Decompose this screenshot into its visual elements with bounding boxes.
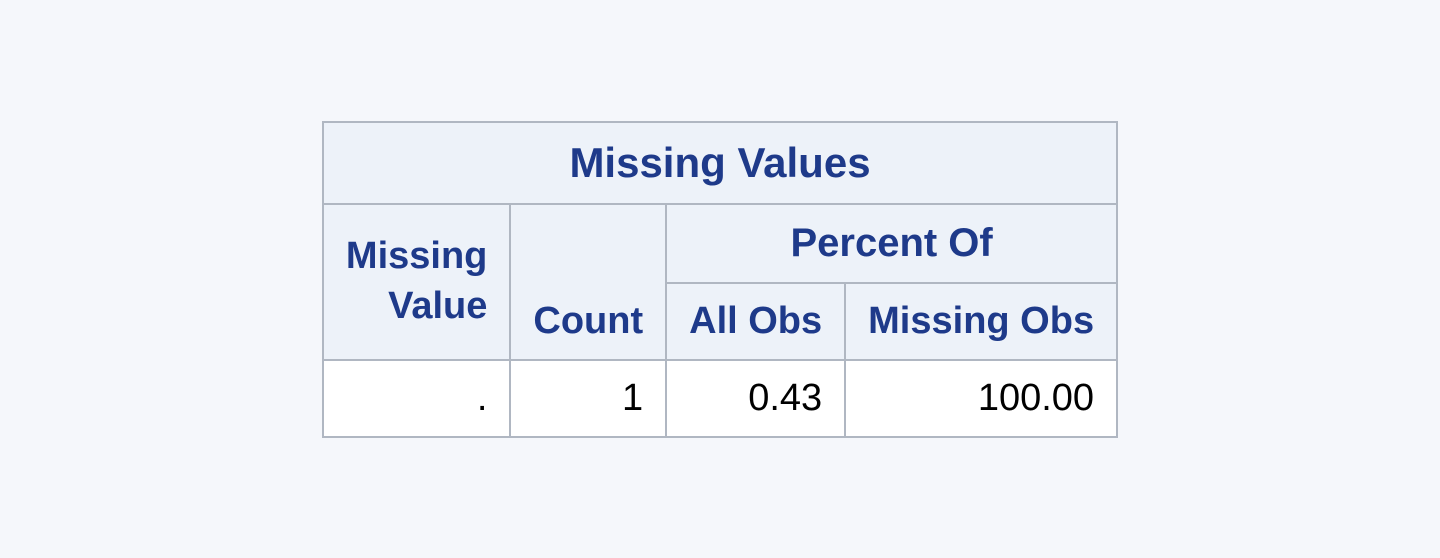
missing-values-table: Missing Values MissingValue Count Percen…: [322, 121, 1118, 438]
cell-count: 1: [510, 360, 666, 437]
table-title-row: Missing Values: [323, 122, 1117, 204]
cell-missing-value: .: [323, 360, 510, 437]
cell-missing-obs: 100.00: [845, 360, 1117, 437]
cell-all-obs: 0.43: [666, 360, 845, 437]
table-header-row-1: MissingValue Count Percent Of: [323, 204, 1117, 283]
column-header-count: Count: [510, 204, 666, 360]
column-header-all-obs: All Obs: [666, 283, 845, 360]
column-header-missing-obs: Missing Obs: [845, 283, 1117, 360]
column-header-missing-value: MissingValue: [323, 204, 510, 360]
column-group-percent-of: Percent Of: [666, 204, 1117, 283]
missing-values-table-container: Missing Values MissingValue Count Percen…: [322, 121, 1118, 438]
table-row: . 1 0.43 100.00: [323, 360, 1117, 437]
table-title: Missing Values: [323, 122, 1117, 204]
